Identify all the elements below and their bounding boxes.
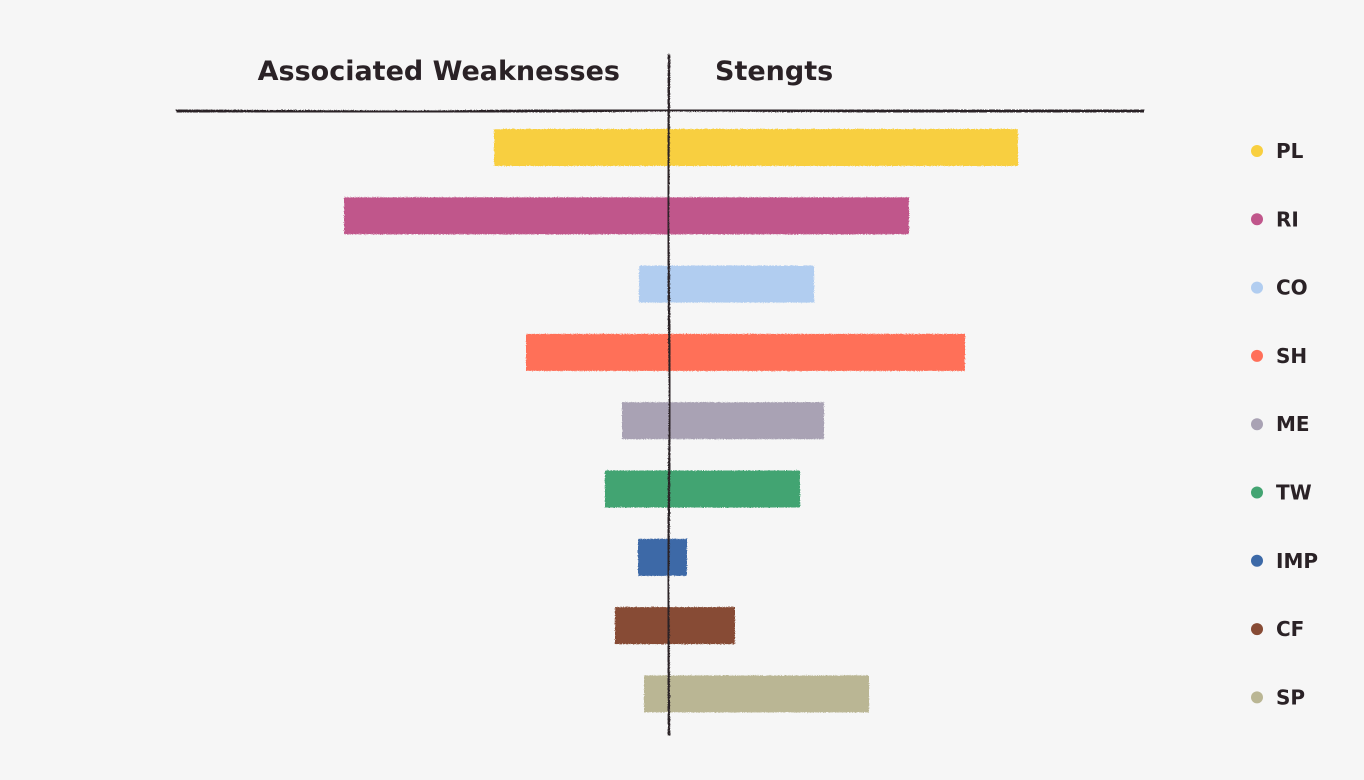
legend-label-cf: CF — [1276, 617, 1304, 641]
bar-weakness-sp — [644, 675, 669, 713]
right-heading: Stengts — [715, 56, 833, 87]
bar-weakness-co — [639, 265, 669, 303]
legend-item-sh: SH — [1251, 344, 1307, 368]
legend-item-imp: IMP — [1251, 549, 1318, 573]
legend-label-sh: SH — [1276, 344, 1307, 368]
bar-weakness-ri — [344, 197, 669, 235]
bar-strength-me — [669, 402, 824, 440]
legend-item-me: ME — [1251, 412, 1310, 436]
legend-swatch-pl — [1251, 145, 1263, 157]
legend-swatch-me — [1251, 418, 1263, 431]
legend-label-imp: IMP — [1276, 549, 1318, 573]
legend-swatch-tw — [1251, 486, 1263, 499]
legend-item-ri: RI — [1251, 207, 1299, 231]
bar-strength-ri — [669, 197, 909, 235]
legend-swatch-imp — [1251, 554, 1263, 567]
legend-swatch-sp — [1251, 691, 1263, 704]
legend-item-pl: PL — [1251, 139, 1304, 163]
legend-swatch-sh — [1251, 349, 1263, 362]
legend: PL RI CO SH ME TW IMP CF SP — [1251, 139, 1318, 709]
bar-weakness-sh — [526, 333, 669, 371]
legend-label-me: ME — [1276, 412, 1310, 436]
bar-weakness-imp — [638, 538, 669, 576]
bar-strength-tw — [669, 470, 800, 508]
bar-strength-cf — [669, 607, 735, 645]
bars-group — [344, 129, 1018, 713]
legend-label-co: CO — [1276, 276, 1308, 300]
bar-weakness-me — [622, 402, 669, 440]
center-divider-line — [666, 53, 672, 737]
legend-swatch-ri — [1251, 213, 1263, 226]
legend-item-sp: SP — [1251, 685, 1305, 709]
horizontal-axis-line — [175, 108, 1144, 114]
bar-strength-sh — [669, 333, 965, 371]
bar-strength-co — [669, 265, 814, 303]
legend-item-co: CO — [1251, 276, 1308, 300]
legend-label-tw: TW — [1276, 481, 1312, 505]
legend-item-cf: CF — [1251, 617, 1304, 641]
legend-swatch-cf — [1251, 623, 1263, 636]
bar-weakness-pl — [494, 129, 669, 166]
left-heading: Associated Weaknesses — [258, 56, 620, 87]
legend-item-tw: TW — [1251, 481, 1312, 505]
legend-label-ri: RI — [1276, 207, 1299, 231]
bar-weakness-cf — [615, 607, 669, 645]
bar-strength-imp — [669, 538, 687, 576]
bar-weakness-tw — [605, 470, 669, 508]
legend-label-pl: PL — [1276, 139, 1304, 163]
legend-label-sp: SP — [1276, 685, 1305, 709]
bar-strength-pl — [669, 129, 1018, 166]
bar-strength-sp — [669, 675, 869, 713]
legend-swatch-co — [1251, 281, 1263, 294]
